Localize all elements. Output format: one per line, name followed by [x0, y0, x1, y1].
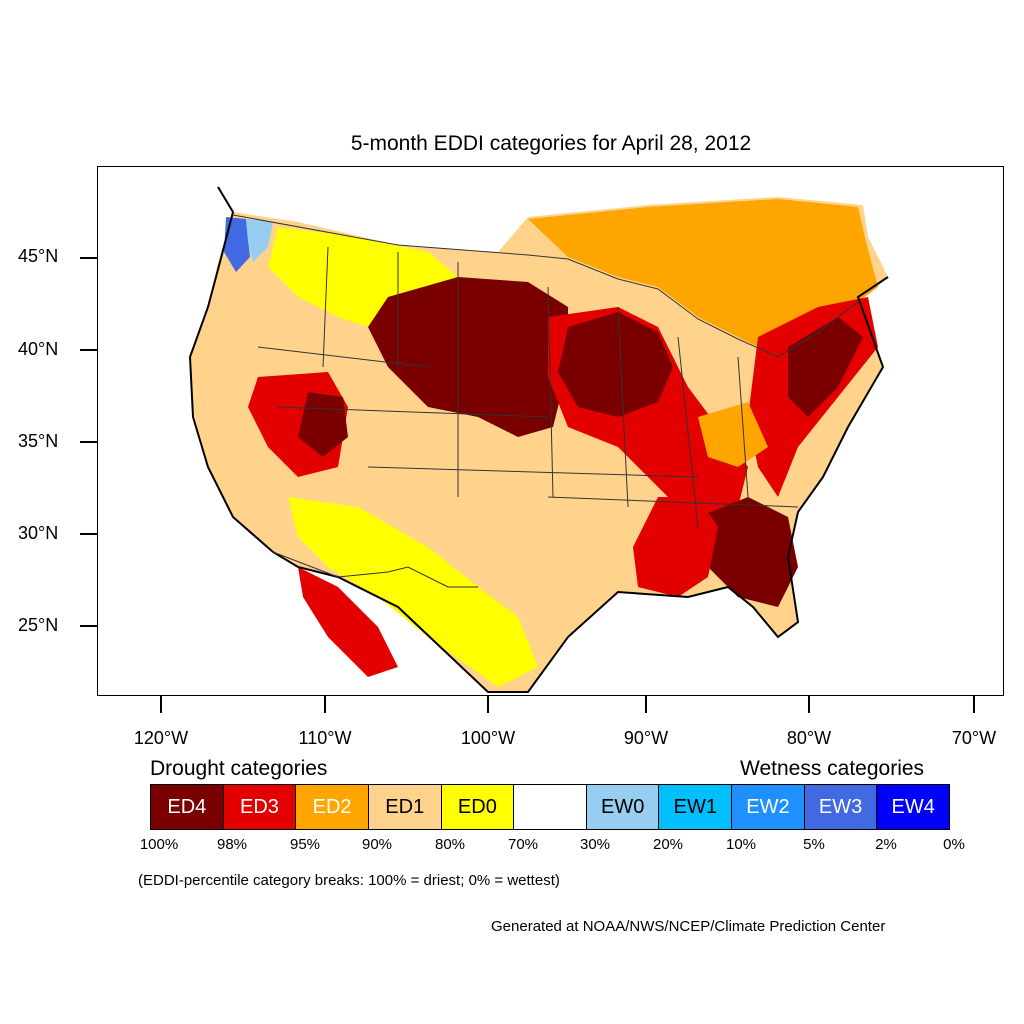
lat-tick — [80, 257, 97, 259]
region-ed2-north — [528, 199, 878, 357]
legend-break-label: 20% — [652, 836, 684, 853]
legend-drought-heading: Drought categories — [150, 757, 328, 780]
lat-label-45n: 45°N — [18, 246, 59, 266]
category-regions — [224, 199, 878, 687]
region-ed3-mexico — [298, 567, 398, 677]
credit-line: Generated at NOAA/NWS/NCEP/Climate Predi… — [491, 918, 886, 935]
lat-label-30n: 30°N — [18, 523, 59, 543]
lon-tick — [324, 696, 326, 713]
lon-label-70w: 70°W — [951, 728, 997, 748]
lat-tick — [80, 533, 97, 535]
coastline — [188, 186, 889, 693]
legend-break-label: 70% — [507, 836, 539, 853]
region-ed4-northeast — [788, 317, 863, 417]
us-mexico-border — [272, 551, 478, 588]
lat-tick — [80, 349, 97, 351]
legend-break-label: 98% — [216, 836, 248, 853]
lon-label-100w: 100°W — [460, 728, 516, 748]
lon-tick — [487, 696, 489, 713]
coastlines-and-borders — [188, 186, 889, 693]
lon-tick — [808, 696, 810, 713]
legend-cell-ed4: ED4 — [151, 785, 224, 829]
region-ed3-southeast — [633, 497, 718, 597]
legend-cell-ed0: ED0 — [441, 785, 515, 829]
legend-cell-ed2: ED2 — [296, 785, 369, 829]
us-canada-border — [232, 214, 859, 358]
lat-tick — [80, 625, 97, 627]
legend-cell-ew0: EW0 — [586, 785, 660, 829]
region-ew3-pnw — [224, 217, 250, 272]
legend-cell-ew2: EW2 — [732, 785, 805, 829]
lon-label-110w: 110°W — [298, 728, 352, 748]
lat-label-35n: 35°N — [18, 431, 59, 451]
map-plot-area — [97, 166, 1004, 696]
lon-label-90w: 90°W — [623, 728, 669, 748]
region-ed2-ohio — [698, 402, 768, 467]
legend-cell-ed3: ED3 — [223, 785, 297, 829]
legend-color-bar: ED4 ED3 ED2 ED1 ED0 EW0 EW1 EW2 EW3 EW4 — [150, 784, 950, 830]
category-breaks-note: (EDDI-percentile category breaks: 100% =… — [138, 872, 560, 889]
legend-cell-ew3: EW3 — [804, 785, 878, 829]
legend-cell-neutral — [514, 785, 587, 829]
legend-break-label: 2% — [875, 836, 897, 853]
region-ed4-plains — [368, 277, 568, 437]
legend-break-label: 30% — [579, 836, 611, 853]
lon-label-80w: 80°W — [786, 728, 832, 748]
region-ed4-southeast — [698, 497, 798, 607]
legend-cell-ew1: EW1 — [659, 785, 733, 829]
drought-map — [188, 186, 889, 693]
lat-label-25n: 25°N — [18, 615, 59, 635]
legend-cell-ew4: EW4 — [877, 785, 950, 829]
lon-tick — [973, 696, 975, 713]
lon-tick — [160, 696, 162, 713]
legend-cell-ed1: ED1 — [368, 785, 442, 829]
legend-break-label: 90% — [361, 836, 393, 853]
legend-break-label: 95% — [289, 836, 321, 853]
legend-break-label: 0% — [943, 836, 965, 853]
lon-label-120w: 120°W — [133, 728, 189, 748]
region-ed4-greatlakes — [558, 312, 673, 417]
legend-wetness-heading: Wetness categories — [740, 757, 925, 780]
legend-break-label: 10% — [725, 836, 757, 853]
lat-tick — [80, 441, 97, 443]
state-borders — [257, 246, 799, 528]
lat-label-40n: 40°N — [18, 339, 59, 359]
map-title: 5-month EDDI categories for April 28, 20… — [350, 132, 752, 155]
legend-break-label: 80% — [434, 836, 466, 853]
region-ew0-pnw — [246, 219, 273, 262]
legend-break-label: 5% — [803, 836, 825, 853]
region-ed0-southwest — [288, 497, 538, 687]
lon-tick — [645, 696, 647, 713]
legend-break-label: 100% — [139, 836, 179, 853]
